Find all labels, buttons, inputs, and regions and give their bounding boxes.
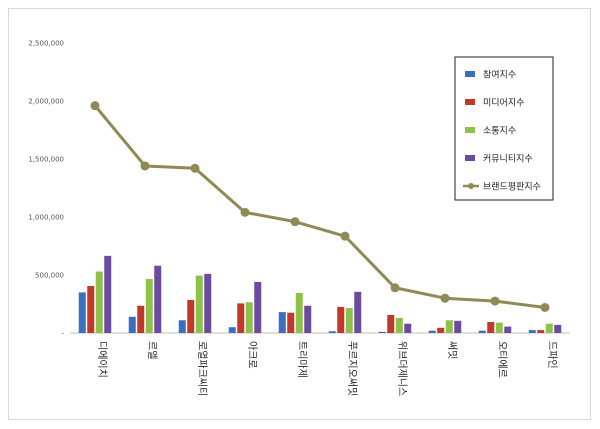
line-series — [90, 101, 550, 312]
x-tick-label: 디에이치 — [96, 341, 108, 378]
legend-swatch — [465, 155, 475, 161]
bar — [104, 255, 112, 333]
bar — [528, 330, 536, 333]
bar — [204, 273, 212, 333]
bar — [87, 286, 95, 333]
legend-label: 커뮤니티지수 — [483, 154, 533, 165]
bar — [437, 327, 445, 333]
bar — [137, 305, 145, 333]
legend-label: 참여지수 — [483, 69, 516, 81]
line-point — [240, 207, 250, 217]
bar — [187, 299, 195, 333]
x-axis: 디에이치 르엘 로열파크씨티 아크로 트리마제 푸르지오써밋 위브더제니스 써밋 오티에르 드파인 — [70, 332, 570, 396]
line-point — [440, 293, 450, 303]
bar — [387, 315, 395, 333]
y-tick-label: 2,000,000 — [28, 98, 64, 106]
bar — [145, 279, 153, 333]
x-tick-label: 트리마제 — [296, 341, 308, 378]
line-point — [190, 163, 200, 173]
bar — [254, 281, 262, 333]
legend-label: 소통지수 — [483, 126, 516, 137]
y-tick-label: 1,500,000 — [28, 156, 64, 164]
bar — [395, 317, 403, 333]
legend-marker — [468, 183, 474, 189]
legend-swatch — [465, 71, 475, 77]
bar — [487, 321, 495, 333]
bar — [337, 306, 345, 333]
x-tick-label: 오티에르 — [496, 341, 508, 378]
bar — [454, 320, 462, 333]
bar — [195, 275, 203, 333]
bar — [304, 305, 312, 333]
legend-label: 미디어지수 — [483, 98, 524, 109]
line-point — [540, 302, 550, 312]
bar — [237, 303, 245, 333]
y-tick-label: - — [61, 330, 64, 338]
bar — [445, 320, 453, 333]
x-tick-label: 써밋 — [446, 341, 458, 359]
series-line — [93, 104, 546, 309]
line-point — [490, 296, 500, 306]
bar — [495, 322, 503, 333]
x-tick-label: 르엘 — [146, 341, 159, 359]
bar — [95, 271, 103, 333]
y-tick-label: 500,000 — [35, 272, 64, 280]
bar-series — [78, 255, 562, 333]
x-tick-label: 로열파크씨티 — [196, 341, 208, 396]
bar — [378, 331, 386, 333]
y-tick-label: 2,500,000 — [28, 40, 64, 48]
bar — [287, 312, 295, 333]
bar — [78, 292, 86, 333]
bar — [154, 265, 162, 333]
x-tick-label: 아크로 — [246, 341, 258, 369]
line-point — [290, 217, 300, 227]
bar — [404, 323, 412, 333]
y-tick-label: 1,000,000 — [28, 214, 64, 222]
bar — [554, 324, 562, 333]
bar — [328, 331, 336, 333]
x-tick-label: 푸르지오써밋 — [346, 341, 358, 396]
line-point — [340, 231, 350, 241]
bar — [345, 308, 353, 333]
bar — [478, 330, 486, 333]
bar — [178, 320, 186, 333]
line-point — [140, 161, 150, 171]
bar — [354, 291, 362, 333]
bar — [278, 312, 286, 333]
legend-label: 브랜드평판지수 — [483, 182, 541, 193]
line-point — [90, 101, 100, 111]
bar — [245, 302, 253, 333]
bar — [504, 326, 512, 333]
bar — [537, 330, 545, 333]
legend-swatch — [465, 127, 475, 133]
bar — [128, 316, 136, 333]
bar — [228, 327, 236, 333]
bar — [295, 292, 303, 333]
line-point — [390, 283, 400, 293]
legend-swatch — [465, 99, 475, 105]
bar — [428, 330, 436, 333]
x-tick-label: 위브더제니스 — [396, 341, 409, 396]
bar — [545, 323, 553, 333]
x-tick-label: 드파인 — [546, 341, 558, 369]
y-axis: - 500,000 1,000,000 1,500,000 2,000,000 2,500… — [28, 40, 64, 338]
